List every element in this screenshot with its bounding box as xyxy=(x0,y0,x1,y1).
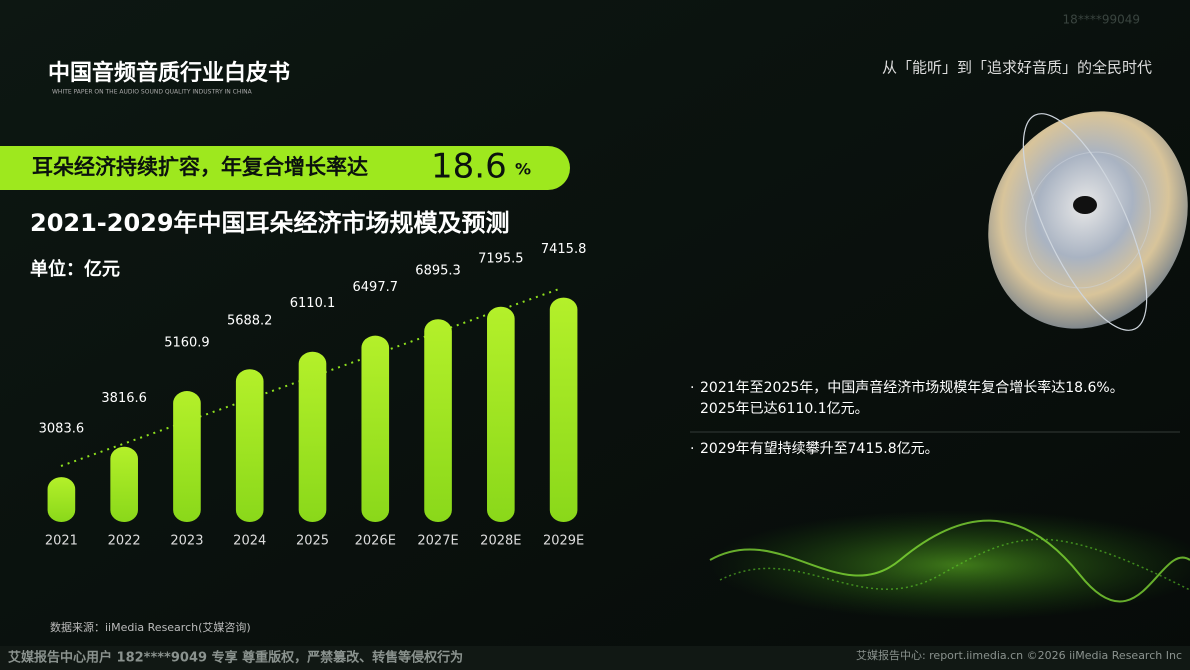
note-line: 2025年已达6110.1亿元。 xyxy=(700,401,869,417)
unit-label: 单位：亿元 xyxy=(30,258,120,280)
watermark: 18****99049 xyxy=(1063,13,1140,27)
value-label: 3083.6 xyxy=(39,422,85,437)
note-line: 2021年至2025年，中国声音经济市场规模年复合增长率达18.6%。 xyxy=(700,379,1124,396)
footer-right: 艾媒报告中心: report.iimedia.cn ©2026 iiMedia … xyxy=(856,648,1182,662)
bar xyxy=(173,391,201,522)
bar xyxy=(549,297,578,522)
bar xyxy=(424,319,452,522)
footer-left: 艾媒报告中心用户 182****9049 专享 尊重版权，严禁篡改、转售等侵权行… xyxy=(8,650,463,666)
notes: · 2021年至2025年，中国声音经济市场规模年复合增长率达18.6%。 2025… xyxy=(690,379,1180,457)
x-tick-label: 2029E xyxy=(543,534,584,549)
value-label: 6895.3 xyxy=(415,264,461,279)
disc-decoration xyxy=(988,111,1188,331)
value-label: 7195.5 xyxy=(478,251,524,266)
note-bullet: · xyxy=(690,380,694,396)
x-tick-label: 2021 xyxy=(45,534,78,549)
wave-decoration xyxy=(709,510,1190,620)
report-subtitle: WHITE PAPER ON THE AUDIO SOUND QUALITY I… xyxy=(52,89,253,96)
x-tick-label: 2023 xyxy=(170,534,203,549)
x-tick-label: 2022 xyxy=(108,534,141,549)
footer-bar xyxy=(0,646,1190,670)
x-tick-label: 2026E xyxy=(355,534,396,549)
bar xyxy=(235,369,264,522)
note-line: 2029年有望持续攀升至7415.8亿元。 xyxy=(700,440,939,457)
x-tick-label: 2024 xyxy=(233,534,266,549)
bar xyxy=(298,351,327,522)
value-label: 6110.1 xyxy=(290,296,336,311)
value-label: 3816.6 xyxy=(101,391,147,406)
chart-title: 2021-2029年中国耳朵经济市场规模及预测 xyxy=(30,209,510,237)
value-label: 6497.7 xyxy=(353,280,399,295)
value-label: 5688.2 xyxy=(227,314,273,329)
banner-text: 耳朵经济持续扩容，年复合增长率达 xyxy=(32,155,368,179)
banner-rate: 18.6 xyxy=(431,147,507,187)
x-tick-label: 2027E xyxy=(417,534,458,549)
source: 数据来源：iiMedia Research(艾媒咨询) xyxy=(50,620,251,634)
banner-unit: % xyxy=(515,160,531,179)
tagline: 从「能听」到「追求好音质」的全民时代 xyxy=(882,59,1152,77)
x-tick-label: 2025 xyxy=(296,534,329,549)
bar xyxy=(487,306,515,522)
bar xyxy=(110,446,138,522)
bar xyxy=(47,477,76,522)
x-tick-label: 2028E xyxy=(480,534,521,549)
value-label: 7415.8 xyxy=(541,242,587,257)
note-bullet: · xyxy=(690,441,694,457)
value-label: 5160.9 xyxy=(164,336,210,351)
bar xyxy=(361,335,390,522)
banner-background xyxy=(0,146,570,190)
report-title: 中国音频音质行业白皮书 xyxy=(48,60,290,86)
